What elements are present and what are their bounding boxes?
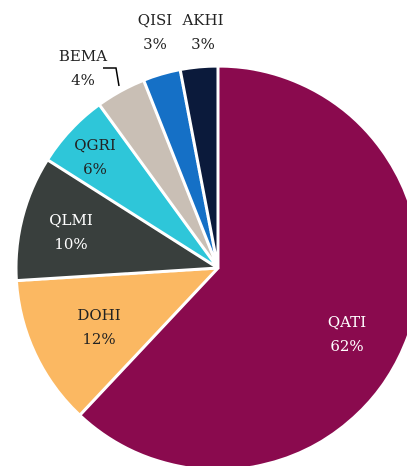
value-label: 6% (83, 160, 107, 178)
pie-slice (78, 64, 407, 466)
value-label: 62% (330, 337, 363, 355)
slice-label: QISI (138, 11, 172, 29)
value-label: 4% (71, 71, 95, 89)
slice-label: DOHI (77, 306, 120, 324)
slice-label: AKHI (181, 11, 223, 29)
leader-line (103, 67, 120, 87)
value-label: 3% (143, 35, 167, 53)
slice-label: QATI (328, 313, 366, 331)
value-label: 12% (82, 330, 115, 348)
value-label: 3% (191, 35, 215, 53)
pie-slice (178, 64, 220, 270)
slice-label: BEMA (59, 47, 107, 65)
pie-slice (14, 158, 220, 283)
slice-label: QLMI (49, 211, 93, 229)
slice-label: QGRI (74, 136, 116, 154)
pie-slice (14, 266, 220, 417)
value-label: 10% (54, 235, 87, 253)
